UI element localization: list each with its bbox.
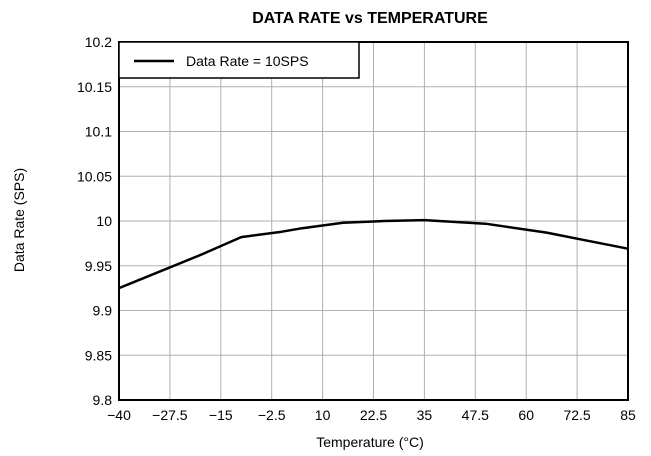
y-tick-labels: 9.8 9.85 9.9 9.95 10 10.05 10.1 10.15 10.2 [77, 34, 112, 408]
x-axis-label: Temperature (°C) [316, 434, 424, 450]
y-axis-label: Data Rate (SPS) [11, 168, 27, 272]
chart-title: DATA RATE vs TEMPERATURE [252, 10, 488, 27]
x-tick-label: 72.5 [563, 407, 590, 423]
y-tick-label: 9.8 [93, 392, 113, 408]
x-tick-label: 47.5 [462, 407, 489, 423]
legend: Data Rate = 10SPS [118, 41, 360, 79]
x-tick-label: 22.5 [360, 407, 387, 423]
y-tick-label: 9.95 [85, 258, 112, 274]
y-tick-label: 10 [96, 213, 112, 229]
y-tick-label: 10.2 [85, 34, 112, 50]
plot-frame [118, 41, 629, 401]
series-layer [118, 218, 629, 290]
x-tick-label: −15 [209, 407, 233, 423]
y-tick-label: 10.05 [77, 168, 112, 184]
x-tick-label: 60 [518, 407, 534, 423]
x-tick-label: 35 [417, 407, 433, 423]
series-line [118, 218, 629, 290]
legend-label: Data Rate = 10SPS [186, 53, 309, 69]
y-tick-label: 9.9 [93, 303, 113, 319]
x-tick-label: 85 [620, 407, 636, 423]
x-tick-label: −27.5 [152, 407, 188, 423]
x-tick-labels: −40 −27.5 −15 −2.5 10 22.5 35 47.5 60 72.5 85 [107, 407, 636, 423]
y-tick-label: 10.15 [77, 79, 112, 95]
x-tick-label: −40 [107, 407, 131, 423]
x-tick-label: −2.5 [258, 407, 286, 423]
y-tick-label: 9.85 [85, 347, 112, 363]
y-tick-label: 10.1 [85, 124, 112, 140]
x-tick-label: 10 [315, 407, 331, 423]
